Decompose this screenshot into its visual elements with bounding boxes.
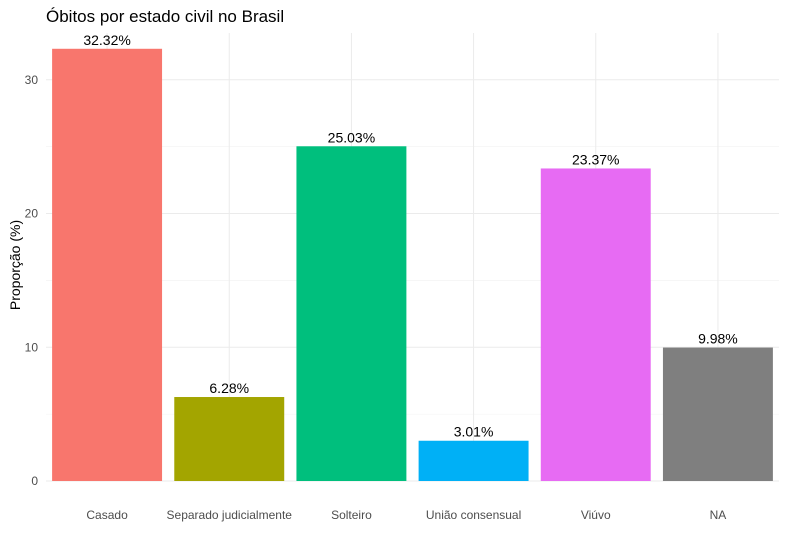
x-tick-label: Casado <box>86 508 128 522</box>
bar <box>296 146 407 481</box>
x-tick-label: União consensual <box>426 508 521 522</box>
y-tick-label: 10 <box>25 340 39 354</box>
data-labels: 32.32% 6.28% 25.03% 3.01% 23.37% 9.98% <box>83 32 737 440</box>
data-label: 3.01% <box>454 424 494 440</box>
x-tick-label: Solteiro <box>331 508 372 522</box>
x-tick-label: Viúvo <box>581 508 611 522</box>
y-tick-label: 30 <box>25 73 39 87</box>
y-tick-label: 20 <box>25 207 39 221</box>
bars <box>52 48 773 481</box>
y-axis-ticks: 0 10 20 30 <box>25 73 39 488</box>
x-axis-ticks: Casado Separado judicialmente Solteiro Uniã… <box>86 508 726 522</box>
y-axis-label: Proporção (%) <box>7 220 23 310</box>
x-tick-label: Separado judicialmente <box>167 508 293 522</box>
y-tick-label: 0 <box>31 474 38 488</box>
chart-title: Óbitos por estado civil no Brasil <box>46 7 284 26</box>
data-label: 32.32% <box>83 32 130 48</box>
x-tick-label: NA <box>710 508 727 522</box>
data-label: 23.37% <box>572 151 619 167</box>
bar <box>174 397 285 481</box>
data-label: 6.28% <box>209 380 249 396</box>
data-label: 9.98% <box>698 331 738 347</box>
data-label: 25.03% <box>328 129 375 145</box>
bar <box>540 168 651 481</box>
bar <box>418 440 529 481</box>
bar <box>52 48 163 481</box>
bar <box>662 347 773 481</box>
